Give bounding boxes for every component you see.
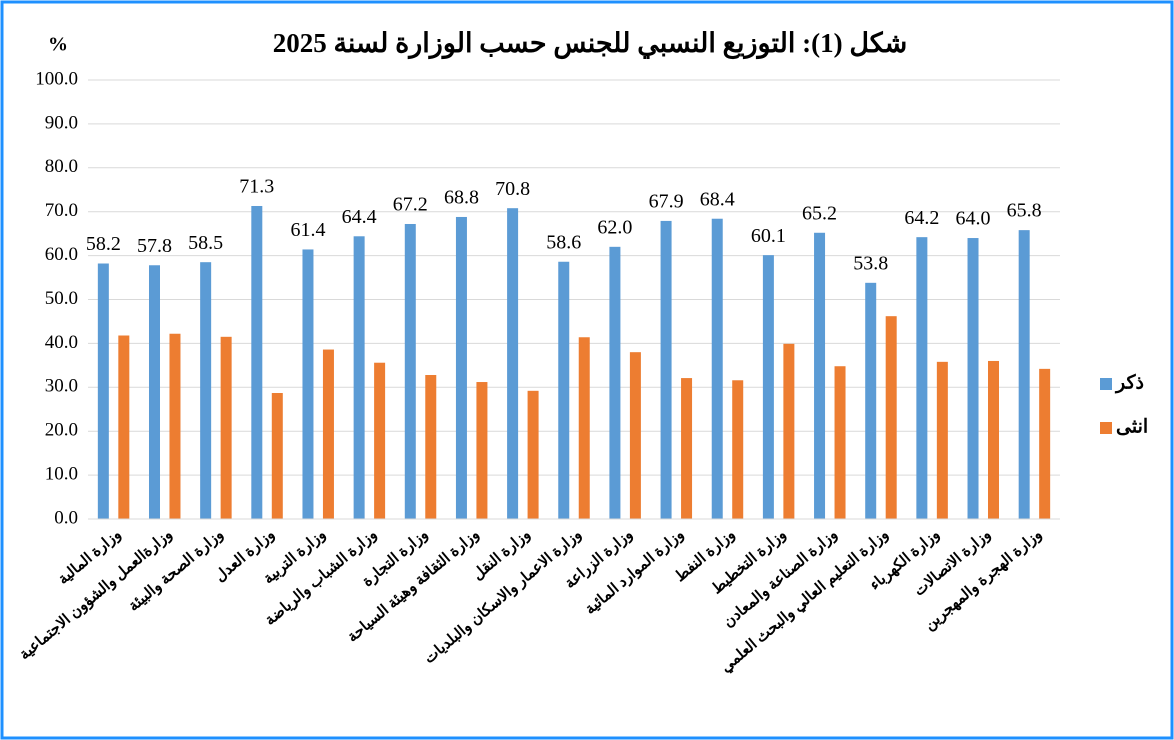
bar (558, 261, 570, 519)
data-label: 68.8 (444, 187, 479, 209)
bar (220, 336, 232, 519)
data-label: 68.4 (700, 188, 735, 210)
bar (609, 246, 621, 519)
bar (374, 362, 386, 519)
bar (353, 236, 365, 519)
bar (200, 262, 212, 519)
data-label: 57.8 (137, 235, 172, 257)
bar (118, 335, 130, 519)
data-label: 64.2 (904, 207, 939, 229)
legend-label: ذكر (1114, 372, 1144, 393)
data-label: 62.0 (597, 216, 632, 238)
y-tick-label: 60.0 (45, 244, 78, 265)
bar (527, 390, 539, 519)
bar (865, 282, 877, 519)
y-tick-label: 0.0 (54, 507, 78, 528)
data-label: 64.0 (956, 208, 991, 230)
data-label: 70.8 (495, 178, 530, 200)
bar (711, 218, 723, 519)
bar (732, 380, 744, 519)
bar (967, 238, 979, 520)
bar (1018, 230, 1030, 519)
data-label: 64.4 (342, 206, 377, 228)
y-tick-label: 20.0 (45, 420, 78, 441)
bar (322, 349, 334, 519)
bar (476, 382, 488, 519)
bar (916, 237, 928, 520)
bar (834, 366, 846, 519)
bar (762, 255, 774, 519)
y-axis-label: % (48, 34, 68, 56)
bar (681, 378, 693, 519)
bar (404, 223, 416, 519)
data-label: 58.6 (546, 231, 581, 253)
bar (251, 205, 263, 520)
y-tick-label: 70.0 (45, 200, 78, 221)
data-label: 60.1 (751, 225, 786, 247)
data-label: 58.2 (86, 233, 121, 255)
legend-swatch (1100, 378, 1112, 390)
bar (936, 361, 948, 519)
data-label: 65.8 (1007, 200, 1042, 222)
y-tick-label: 50.0 (45, 288, 78, 309)
bar (302, 249, 314, 520)
bar (425, 375, 437, 519)
data-label: 67.2 (393, 194, 428, 216)
bar (455, 216, 467, 519)
bar (507, 208, 519, 520)
y-tick-label: 80.0 (45, 156, 78, 177)
bar (1039, 368, 1051, 519)
y-tick-label: 40.0 (45, 332, 78, 353)
data-label: 67.9 (649, 191, 684, 213)
legend-label: انثى (1116, 416, 1148, 437)
y-tick-label: 90.0 (45, 112, 78, 133)
y-tick-label: 30.0 (45, 376, 78, 397)
bar (629, 352, 641, 519)
bar (885, 316, 897, 519)
data-label: 71.3 (239, 176, 274, 198)
data-label: 61.4 (290, 219, 325, 241)
bar (660, 220, 672, 519)
y-tick-label: 100.0 (35, 68, 78, 89)
bar (783, 343, 795, 519)
data-label: 65.2 (802, 202, 837, 224)
bar (271, 393, 283, 519)
bar (988, 360, 1000, 519)
chart-title: شكل (1): التوزيع النسبي للجنس حسب الوزار… (273, 28, 908, 60)
data-label: 58.5 (188, 232, 223, 254)
bar (578, 337, 590, 519)
bar (97, 263, 109, 519)
bar (169, 333, 181, 519)
legend-swatch (1100, 422, 1112, 434)
bar (814, 232, 826, 519)
bar (148, 265, 160, 519)
y-tick-label: 10.0 (45, 463, 78, 484)
data-label: 53.8 (853, 252, 888, 274)
